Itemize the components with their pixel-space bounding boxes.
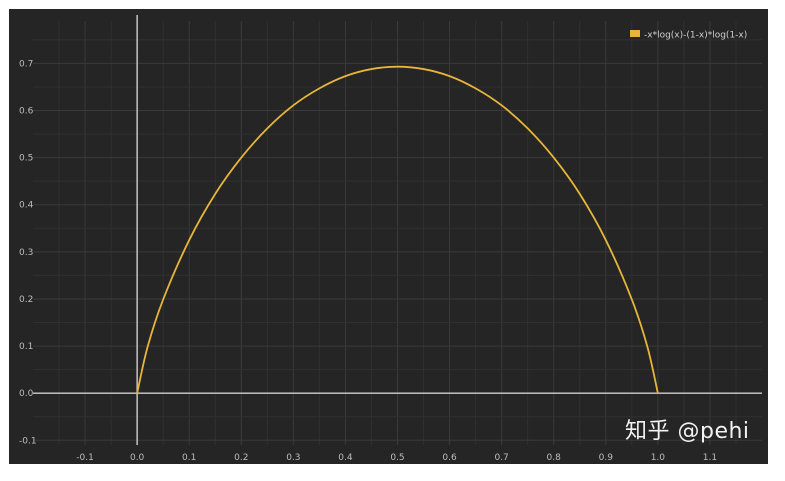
y-tick-label: 0.7	[19, 59, 33, 69]
y-tick-label: 0.2	[19, 295, 33, 305]
series-lines	[136, 65, 659, 394]
x-tick-label: 1.1	[703, 453, 717, 463]
legend: -x*log(x)-(1-x)*log(1-x)	[630, 30, 747, 41]
x-tick-label: 0.3	[286, 453, 300, 463]
y-tick-label: 0.6	[19, 107, 34, 117]
x-tick-label: 0.2	[234, 453, 248, 463]
x-tick-label: 0.6	[442, 453, 457, 463]
x-tick-label: 0.7	[494, 453, 508, 463]
entropy-curve	[136, 65, 659, 394]
x-tick-label: -0.1	[76, 453, 94, 463]
x-tick-label: 1.0	[651, 453, 666, 463]
tick-labels: -0.1 0.0 0.1 0.2 0.3 0.4 0.5 0.6 0.7 0.8 0.9 1.0 1.1…	[19, 59, 717, 463]
chart-frame: -0.1 0.0 0.1 0.2 0.3 0.4 0.5 0.6 0.7 0.8 0.9 1.0 1.1…	[9, 9, 768, 464]
grid	[33, 21, 762, 445]
legend-label: -x*log(x)-(1-x)*log(1-x)	[644, 31, 747, 41]
legend-swatch	[630, 30, 640, 37]
y-tick-label: -0.1	[19, 436, 37, 446]
x-tick-label: 0.0	[130, 453, 145, 463]
watermark-text: 知乎 @pehi	[625, 419, 750, 444]
x-tick-label: 0.9	[599, 453, 614, 463]
x-tick-label: 0.1	[182, 453, 196, 463]
y-tick-label: 0.5	[19, 154, 33, 164]
x-tick-label: 0.8	[547, 453, 562, 463]
x-tick-label: 0.5	[390, 453, 404, 463]
y-tick-label: 0.0	[19, 389, 34, 399]
y-tick-label: 0.1	[19, 342, 33, 352]
axes	[33, 15, 762, 445]
entropy-chart: -0.1 0.0 0.1 0.2 0.3 0.4 0.5 0.6 0.7 0.8 0.9 1.0 1.1…	[19, 15, 762, 463]
x-tick-label: 0.4	[338, 453, 353, 463]
y-tick-label: 0.3	[19, 248, 33, 258]
y-tick-label: 0.4	[19, 201, 34, 211]
